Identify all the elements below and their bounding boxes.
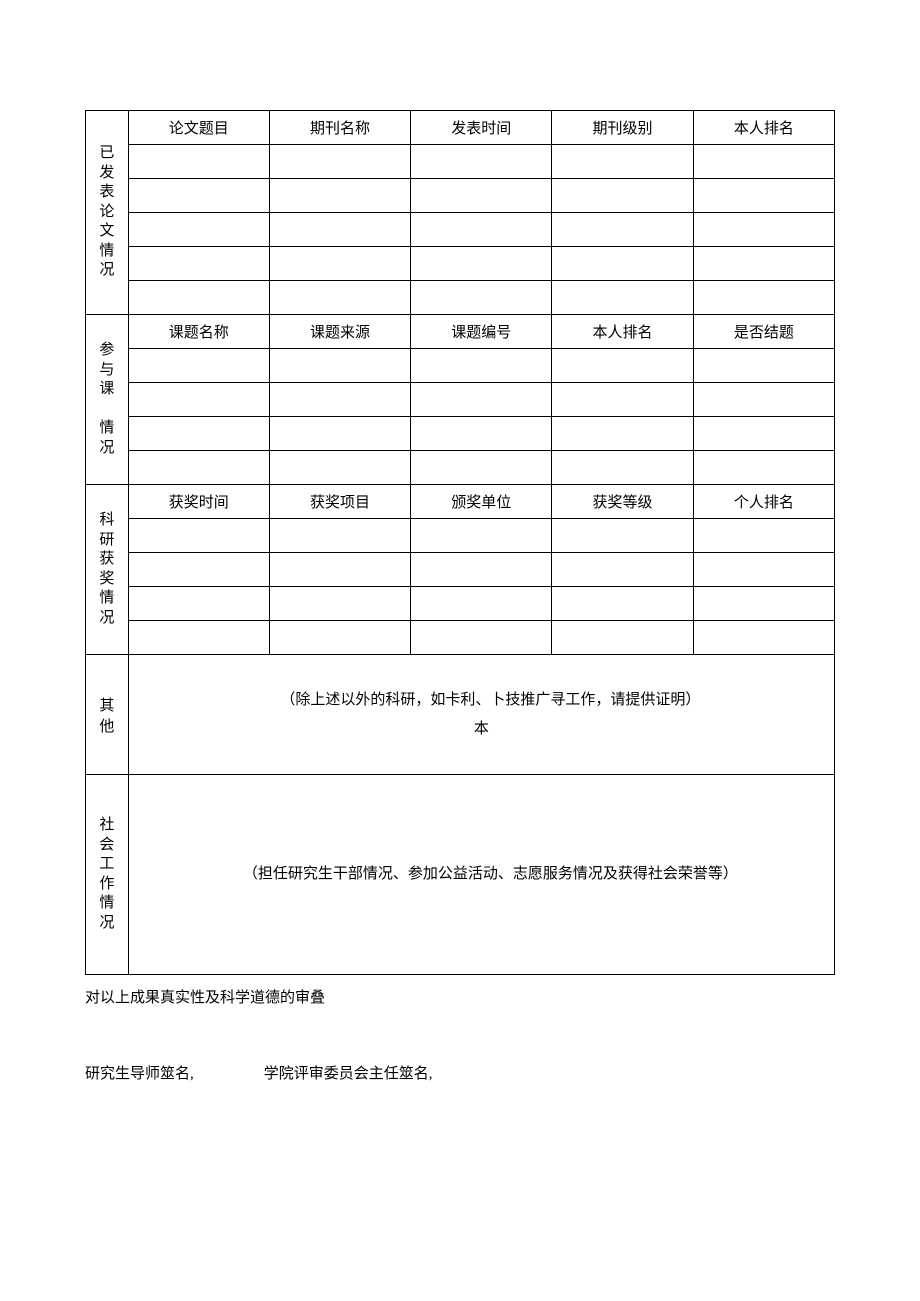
section-label-social: 社会工作情况 [86,775,129,975]
projects-header-0: 课题名称 [128,315,269,349]
projects-row [86,383,835,417]
awards-row [86,587,835,621]
other-note-1: （除上述以外的科研，如卡利、卜技推广寻工作，请提供证明） [129,686,834,715]
section-label-projects: 参与课 情况 [86,315,129,485]
awards-header-4: 个人排名 [693,485,834,519]
awards-row [86,553,835,587]
published-row [86,281,835,315]
published-row [86,213,835,247]
awards-header-3: 获奖等级 [552,485,693,519]
projects-row [86,349,835,383]
published-row [86,145,835,179]
section-label-other-text: 其他 [86,690,128,740]
projects-row [86,451,835,485]
form-table: 已发表论文情况 论文题目 期刊名称 发表时间 期刊级别 本人排名 参与课 情况 … [85,110,835,975]
awards-row [86,621,835,655]
section-label-social-text: 社会工作情况 [86,812,128,937]
awards-header-0: 获奖时间 [128,485,269,519]
projects-header-3: 本人排名 [552,315,693,349]
awards-header-1: 获奖项目 [269,485,410,519]
section-label-awards-text: 科研获奖情况 [86,507,128,632]
projects-header-2: 课题编号 [411,315,552,349]
social-content: （担任研究生干部情况、参加公益活动、志愿服务情况及获得社会荣誉等） [128,775,834,975]
projects-header-1: 课题来源 [269,315,410,349]
published-header-3: 期刊级别 [552,111,693,145]
awards-row [86,519,835,553]
published-header-1: 期刊名称 [269,111,410,145]
signature-committee: 学院评审委员会主任筮名, [264,1066,433,1082]
awards-header-2: 颁奖单位 [411,485,552,519]
signature-line: 研究生导师筮名, 学院评审委员会主任筮名, [85,1062,835,1083]
section-label-projects-text: 参与课 情况 [86,337,128,462]
published-header-2: 发表时间 [411,111,552,145]
projects-header-4: 是否结题 [693,315,834,349]
other-content: （除上述以外的科研，如卡利、卜技推广寻工作，请提供证明） 本 [128,655,834,775]
projects-row [86,417,835,451]
published-header-0: 论文题目 [128,111,269,145]
published-row [86,247,835,281]
section-label-published-text: 已发表论文情况 [86,140,128,285]
section-label-awards: 科研获奖情况 [86,485,129,655]
social-note: （担任研究生干部情况、参加公益活动、志愿服务情况及获得社会荣誉等） [129,860,834,889]
section-label-published: 已发表论文情况 [86,111,129,315]
section-label-other: 其他 [86,655,129,775]
audit-text: 对以上成果真实性及科学道德的审叠 [85,985,835,1012]
other-note-2: 本 [129,715,834,744]
published-row [86,179,835,213]
signature-advisor: 研究生导师筮名, [85,1066,194,1082]
published-header-4: 本人排名 [693,111,834,145]
